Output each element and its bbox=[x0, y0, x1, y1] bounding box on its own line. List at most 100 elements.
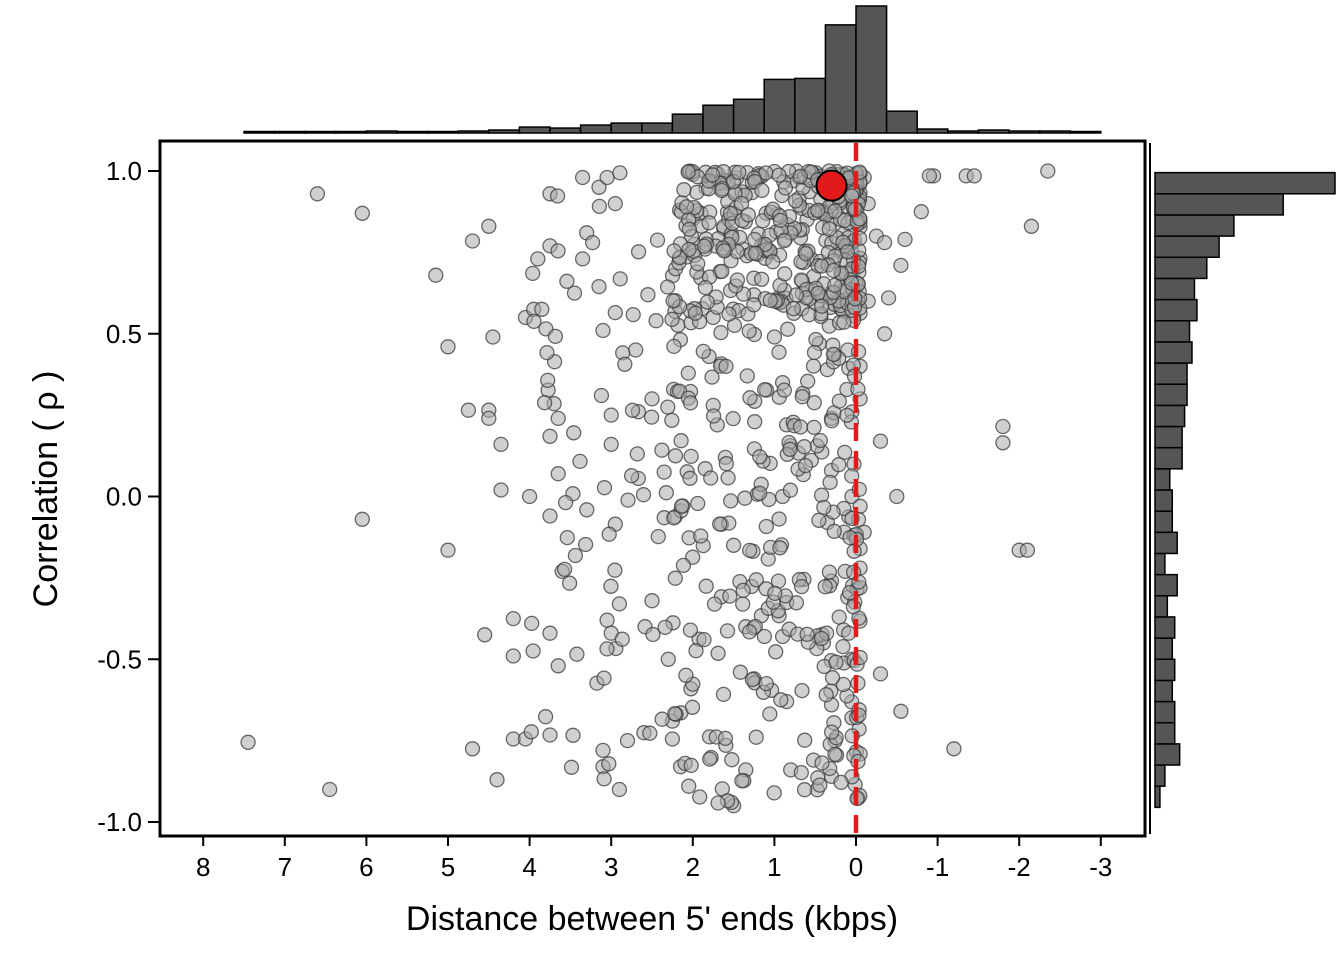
scatter-point bbox=[827, 203, 843, 219]
scatter-point bbox=[946, 741, 962, 757]
scatter-point bbox=[787, 193, 804, 209]
scatter-point bbox=[584, 234, 601, 251]
scatter-point bbox=[713, 324, 729, 341]
scatter-point bbox=[785, 300, 802, 317]
scatter-point bbox=[240, 734, 256, 750]
top-histogram-bar bbox=[335, 130, 368, 134]
right-histogram-bar bbox=[1154, 679, 1174, 703]
top-histogram-bar bbox=[671, 113, 704, 134]
scatter-point bbox=[826, 523, 842, 539]
scatter-point bbox=[818, 687, 834, 703]
scatter-point bbox=[549, 188, 566, 204]
scatter-point bbox=[603, 578, 619, 594]
scatter-point bbox=[792, 419, 809, 435]
scatter-point bbox=[768, 644, 784, 660]
scatter-point bbox=[845, 599, 862, 615]
right-histogram-bar bbox=[1154, 637, 1174, 661]
scatter-point bbox=[699, 294, 716, 310]
scatter-point bbox=[650, 528, 666, 545]
scatter-point bbox=[567, 547, 584, 564]
scatter-point bbox=[777, 266, 793, 282]
scatter-point bbox=[493, 482, 509, 498]
scatter-point bbox=[682, 470, 698, 486]
right-histogram-bar bbox=[1154, 743, 1181, 766]
scatter-point bbox=[683, 448, 699, 465]
scatter-point bbox=[816, 499, 832, 516]
scatter-point bbox=[893, 703, 909, 719]
top-histogram-bar bbox=[304, 130, 337, 134]
scatter-point bbox=[550, 243, 566, 259]
y-tick-label: -0.5 bbox=[97, 644, 142, 674]
top-histogram-bar bbox=[396, 130, 429, 134]
scatter-point bbox=[831, 609, 847, 625]
scatter-point bbox=[693, 528, 709, 544]
scatter-point bbox=[599, 641, 615, 657]
scatter-point bbox=[559, 273, 575, 289]
scatter-point bbox=[559, 529, 575, 546]
x-tick-label: 2 bbox=[686, 852, 700, 882]
right-marginal-histogram bbox=[1149, 143, 1336, 834]
y-tick-label: 0.0 bbox=[106, 482, 142, 512]
scatter-point bbox=[821, 564, 838, 580]
scatter-point bbox=[995, 435, 1011, 451]
x-tick-label: -3 bbox=[1089, 852, 1112, 882]
x-tick-label: 6 bbox=[359, 852, 373, 882]
scatter-point bbox=[614, 631, 630, 647]
scatter-point bbox=[817, 579, 833, 595]
scatter-point bbox=[485, 329, 501, 345]
scatter-point bbox=[813, 630, 830, 647]
scatter-point bbox=[725, 410, 741, 427]
scatter-point bbox=[765, 254, 781, 270]
top-histogram-bar bbox=[243, 130, 276, 134]
right-histogram-bar bbox=[1154, 298, 1198, 322]
scatter-point bbox=[690, 495, 706, 512]
right-histogram-bar bbox=[1154, 362, 1188, 385]
scatter-point bbox=[525, 265, 541, 282]
scatter-point bbox=[893, 257, 909, 274]
scatter-point bbox=[612, 271, 628, 287]
right-histogram-bar bbox=[1154, 383, 1188, 407]
scatter-point bbox=[718, 456, 734, 472]
scatter-point bbox=[746, 297, 762, 313]
scatter-point bbox=[623, 468, 640, 484]
right-histogram-bar bbox=[1154, 531, 1178, 555]
scatter-point bbox=[827, 746, 843, 763]
scatter-point bbox=[603, 436, 619, 453]
scatter-point bbox=[788, 595, 805, 611]
scatter-point bbox=[822, 474, 838, 491]
scatter-point bbox=[729, 272, 746, 288]
scatter-point bbox=[688, 643, 704, 659]
scatter-point bbox=[440, 542, 456, 558]
top-histogram-bar bbox=[641, 122, 674, 134]
scatter-point bbox=[591, 179, 607, 195]
scatter-point bbox=[682, 622, 699, 638]
scatter-point bbox=[524, 615, 540, 632]
scatter-point bbox=[754, 182, 770, 199]
scatter-point bbox=[824, 413, 840, 429]
scatter-point bbox=[703, 470, 719, 486]
top-histogram-bar bbox=[794, 77, 827, 134]
right-histogram-bar bbox=[1154, 277, 1196, 301]
top-histogram-bar bbox=[365, 130, 398, 134]
scatter-point bbox=[713, 182, 730, 199]
top-marginal-histogram bbox=[243, 5, 1102, 134]
scatter-point bbox=[716, 243, 732, 259]
scatter-point bbox=[566, 425, 582, 441]
scatter-point bbox=[1040, 163, 1056, 179]
x-axis-ticks: 8 7 6 5 4 3 2 1 0 -1 -2 -3 bbox=[196, 836, 1112, 882]
top-histogram-bar bbox=[977, 129, 1010, 134]
top-histogram-bar bbox=[763, 78, 796, 134]
scatter-point bbox=[734, 773, 750, 789]
scatter-point bbox=[805, 358, 822, 374]
scatter-point bbox=[692, 789, 708, 805]
scatter-point bbox=[595, 742, 611, 759]
scatter-point bbox=[758, 518, 774, 535]
scatter-point bbox=[460, 402, 477, 418]
scatter-point bbox=[599, 612, 615, 628]
top-histogram-bar bbox=[947, 130, 980, 134]
right-histogram-bar bbox=[1154, 446, 1183, 470]
scatter-point bbox=[897, 231, 913, 248]
scatter-point bbox=[806, 344, 823, 361]
scatter-point bbox=[747, 245, 764, 261]
